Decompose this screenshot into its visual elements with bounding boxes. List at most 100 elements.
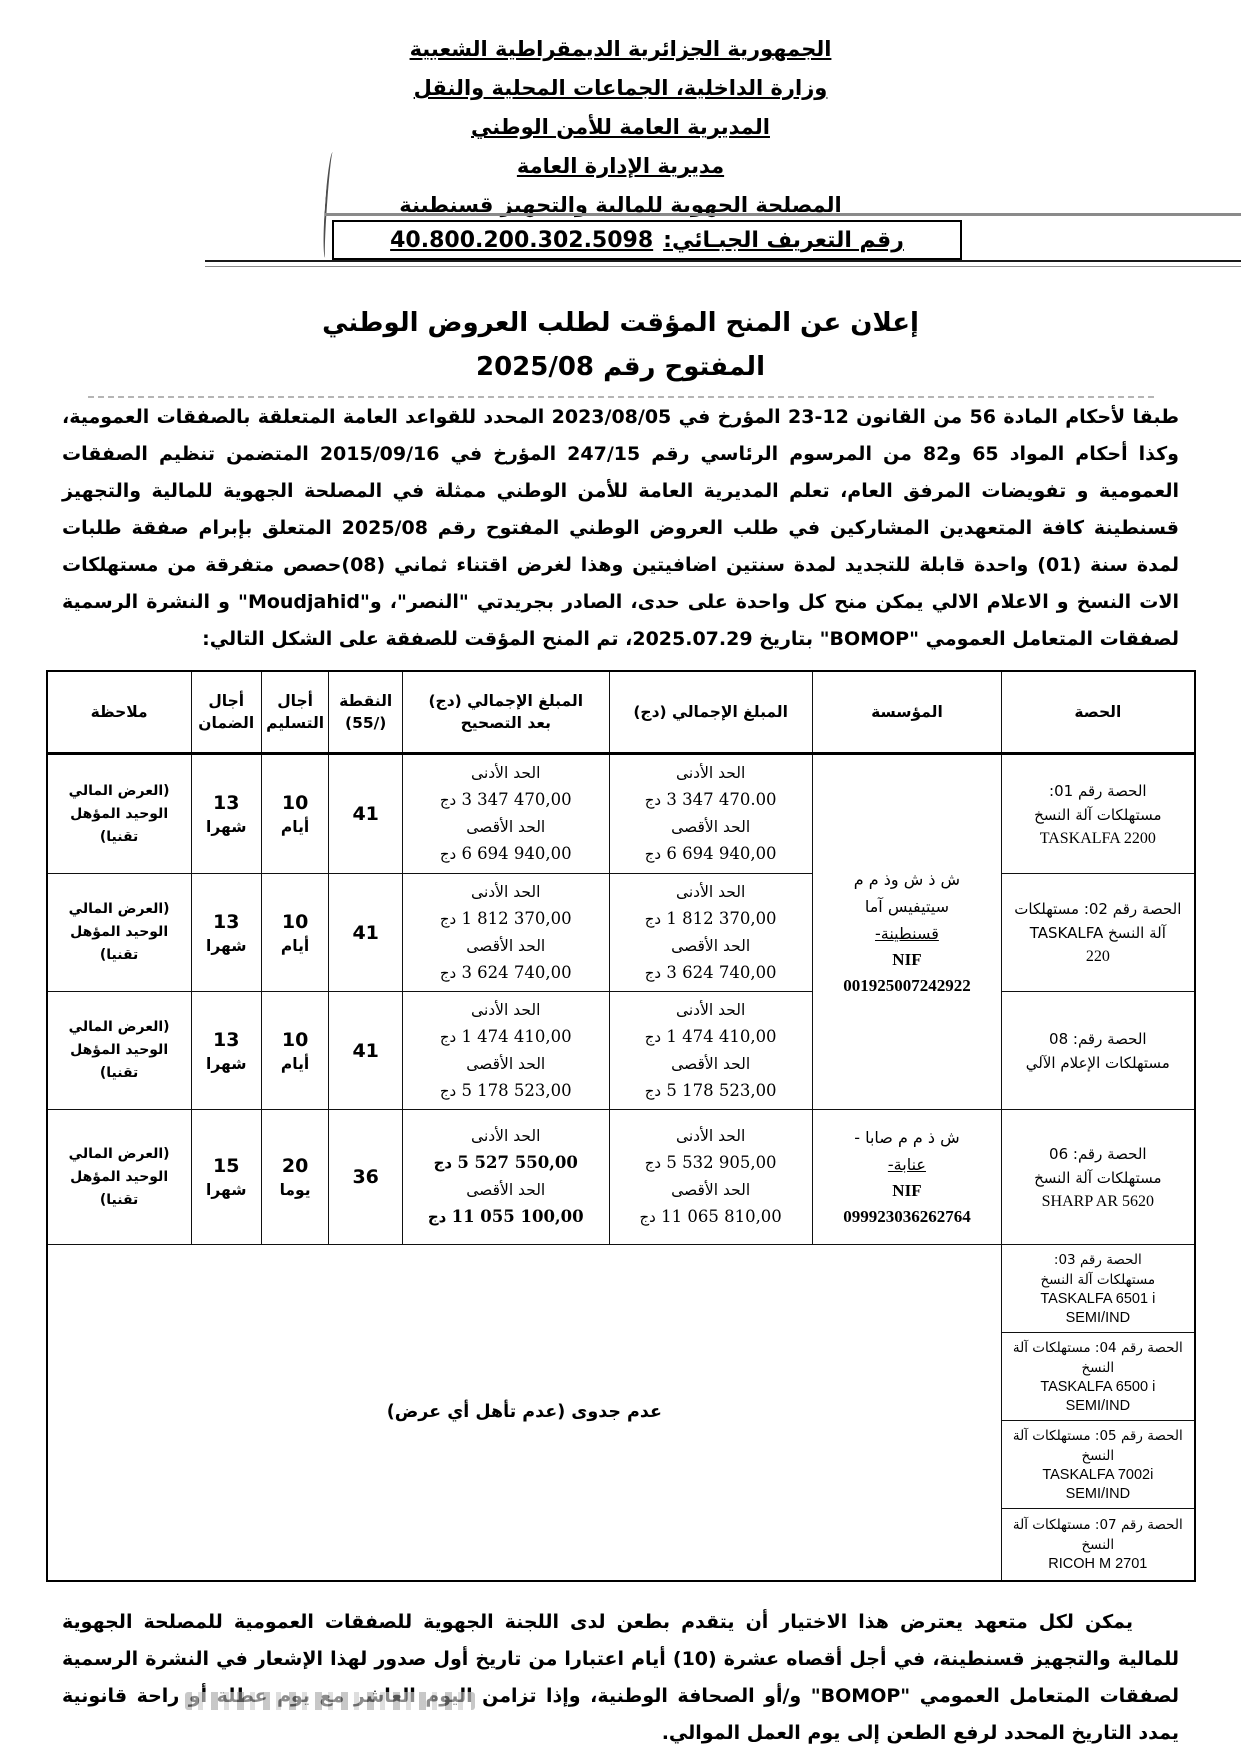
currency-label: دج <box>433 1154 453 1172</box>
delivery-number: 10 <box>281 910 309 933</box>
lot-cell-03: الحصة رقم 03: مستهلكات آلة النسخ TASKALF… <box>1001 1244 1195 1333</box>
corrected-min-line: 1 474 410,00 دج <box>407 1023 605 1051</box>
scan-artifact-dashes <box>88 396 1154 398</box>
score-cell-r1: 41 <box>328 753 403 874</box>
col-header-warranty-line2: الضمان <box>198 714 255 732</box>
scan-artifact-smudge <box>185 1692 475 1710</box>
corrected-max-value: 6 694 940,00 <box>461 844 572 863</box>
warranty-cell-r4: 15 شهرا <box>190 1109 262 1245</box>
enterprise-1-nif-value: 001925007242922 <box>843 975 971 995</box>
lot-08-line1: الحصة رقم: 08 <box>1049 1029 1147 1048</box>
letterhead: الجمهورية الجزائرية الديمقراطية الشعبية … <box>0 0 1241 225</box>
enterprise-1-nif-label: NIF <box>892 949 922 969</box>
enterprise-2-city: عنابة- <box>887 1155 926 1174</box>
currency-label: دج <box>644 1081 662 1100</box>
horizontal-rule-bottom-2 <box>205 266 1241 267</box>
corrected-max-value: 3 624 740,00 <box>461 962 572 982</box>
score-cell-r2: 41 <box>328 873 403 992</box>
col-header-amount-corrected-line2: بعد التصحيح <box>460 714 551 732</box>
max-label: الحد الأقصى <box>671 1181 751 1199</box>
lot-cell-06: الحصة رقم: 06 مستهلكات آلة النسخ SHARP A… <box>1001 1109 1195 1245</box>
col-header-amount-corrected-line1: المبلغ الإجمالي (دج) <box>428 692 584 710</box>
col-header-delivery: أجال التسليم <box>260 670 330 755</box>
corrected-amount-cell-r2: الحد الأدنى 1 812 370,00 دج الحد الأقصى … <box>401 873 610 992</box>
tax-id-value: 40.800.200.302.5098 <box>390 227 654 253</box>
amount-cell-r1: الحد الأدنى 3 347 470.00 دج الحد الأقصى … <box>608 753 813 874</box>
warranty-unit: شهرا <box>206 818 247 836</box>
min-label: الحد الأدنى <box>675 764 746 782</box>
header-line-ministry: وزارة الداخلية، الجماعات المحلية والنقل <box>413 76 828 100</box>
lot-06-line2: مستهلكات آلة النسخ <box>1034 1168 1162 1187</box>
lot-01-line2: مستهلكات آلة النسخ <box>1034 805 1162 824</box>
lot-03-line2: مستهلكات آلة النسخ <box>1040 1271 1156 1288</box>
max-label: الحد الأقصى <box>671 818 751 836</box>
warranty-cell-r2: 13 شهرا <box>190 873 262 992</box>
note-cell-r2: (العرض المالي الوحيد المؤهل تقنيا) <box>46 873 192 992</box>
currency-label: دج <box>644 1027 662 1046</box>
lot-06-model: SHARP AR 5620 <box>1041 1192 1154 1210</box>
corrected-amount-cell-r4: الحد الأدنى 5 527 550,00 دج الحد الأقصى … <box>401 1109 610 1245</box>
lot-cell-08: الحصة رقم: 08 مستهلكات الإعلام الآلي <box>1001 991 1195 1110</box>
max-label: الحد الأقصى <box>671 1054 751 1073</box>
currency-label: دج <box>644 845 662 863</box>
lot-05-variant: SEMI/IND <box>1065 1485 1131 1502</box>
amount-cell-r2: الحد الأدنى 1 812 370,00 دج الحد الأقصى … <box>608 873 813 992</box>
col-header-delivery-line2: التسليم <box>266 714 325 732</box>
amount-max-line: 11 065 810,00 دج <box>614 1203 808 1231</box>
note-cell-r3: (العرض المالي الوحيد المؤهل تقنيا) <box>46 991 192 1110</box>
corrected-min-line: 3 347 470,00 دج <box>407 786 605 814</box>
currency-label: دج <box>644 791 662 809</box>
enterprise-1-city: قسنطينة- <box>874 923 939 943</box>
currency-label: دج <box>639 1208 656 1226</box>
warranty-number: 13 <box>213 1028 240 1051</box>
currency-label: دج <box>644 1154 662 1172</box>
lot-01-line1: الحصة رقم 01: <box>1049 781 1147 800</box>
currency-label: دج <box>427 1208 447 1226</box>
lot-04-line2: النسخ <box>1081 1359 1115 1376</box>
corrected-min-value: 1 812 370,00 <box>461 908 572 928</box>
corrected-min-line: 5 527 550,00 دج <box>407 1149 605 1177</box>
col-header-delivery-line1: أجال <box>277 692 313 710</box>
currency-label: دج <box>439 845 457 863</box>
enterprise-1-line2: سيتيفيس آما <box>864 896 950 916</box>
no-award-cell: عدم جدوى (عدم تأهل أي عرض) <box>45 1244 1003 1581</box>
lot-07-line1: الحصة رقم 07: مستهلكات آلة <box>1012 1516 1183 1533</box>
col-header-amount-corrected: المبلغ الإجمالي (دج) بعد التصحيح <box>401 670 610 755</box>
corrected-min-value: 5 527 550,00 <box>457 1153 578 1172</box>
enterprise-2-nif-value: 099923036262764 <box>843 1207 971 1226</box>
max-label: الحد الأقصى <box>671 936 751 955</box>
currency-label: دج <box>439 1027 457 1046</box>
lot-cell-05: الحصة رقم 05: مستهلكات آلة النسخ TASKALF… <box>1001 1420 1195 1509</box>
amount-min-line: 1 474 410,00 دج <box>614 1023 808 1051</box>
currency-label: دج <box>644 909 662 928</box>
col-header-score-line1: النقطة <box>339 692 393 710</box>
delivery-number: 10 <box>281 792 309 814</box>
lot-05-model: TASKALFA 7002i <box>1042 1466 1154 1483</box>
amount-max-line: 3 624 740,00 دج <box>614 959 808 987</box>
corrected-max-line: 3 624 740,00 دج <box>407 959 605 987</box>
delivery-number: 20 <box>281 1155 309 1177</box>
warranty-unit: شهرا <box>206 936 247 955</box>
corrected-max-line: 5 178 523,00 دج <box>407 1077 605 1105</box>
currency-label: دج <box>439 963 457 982</box>
min-label: الحد الأدنى <box>471 764 541 782</box>
amount-min-value: 1 474 410,00 <box>666 1026 777 1046</box>
corrected-max-line: 11 055 100,00 دج <box>407 1203 605 1231</box>
amount-cell-r3: الحد الأدنى 1 474 410,00 دج الحد الأقصى … <box>608 991 813 1110</box>
lot-cell-04: الحصة رقم 04: مستهلكات آلة النسخ TASKALF… <box>1001 1332 1195 1421</box>
delivery-unit: أيام <box>280 936 310 955</box>
delivery-unit: أيام <box>280 1054 310 1073</box>
score-cell-r4: 36 <box>328 1109 403 1245</box>
amount-min-value: 3 347 470.00 <box>666 790 777 809</box>
max-label: الحد الأقصى <box>466 1181 546 1199</box>
header-line-admin: مديرية الإدارة العامة <box>516 154 725 178</box>
corrected-amount-cell-r3: الحد الأدنى 1 474 410,00 دج الحد الأقصى … <box>401 991 610 1110</box>
corrected-min-value: 3 347 470,00 <box>461 790 572 809</box>
announcement-title: إعلان عن المنح المؤقت لطلب العروض الوطني… <box>0 301 1241 389</box>
header-line-republic: الجمهورية الجزائرية الديمقراطية الشعبية <box>409 37 832 61</box>
warranty-number: 15 <box>213 1155 240 1177</box>
col-header-warranty: أجال الضمان <box>190 670 262 755</box>
lot-cell-02: الحصة رقم 02: مستهلكات آلة النسخ TASKALF… <box>1001 873 1195 992</box>
currency-label: دج <box>439 791 457 809</box>
appeal-paragraph: يمكن لكل متعهد يعترض هذا الاختيار أن يتق… <box>62 1610 1180 1744</box>
